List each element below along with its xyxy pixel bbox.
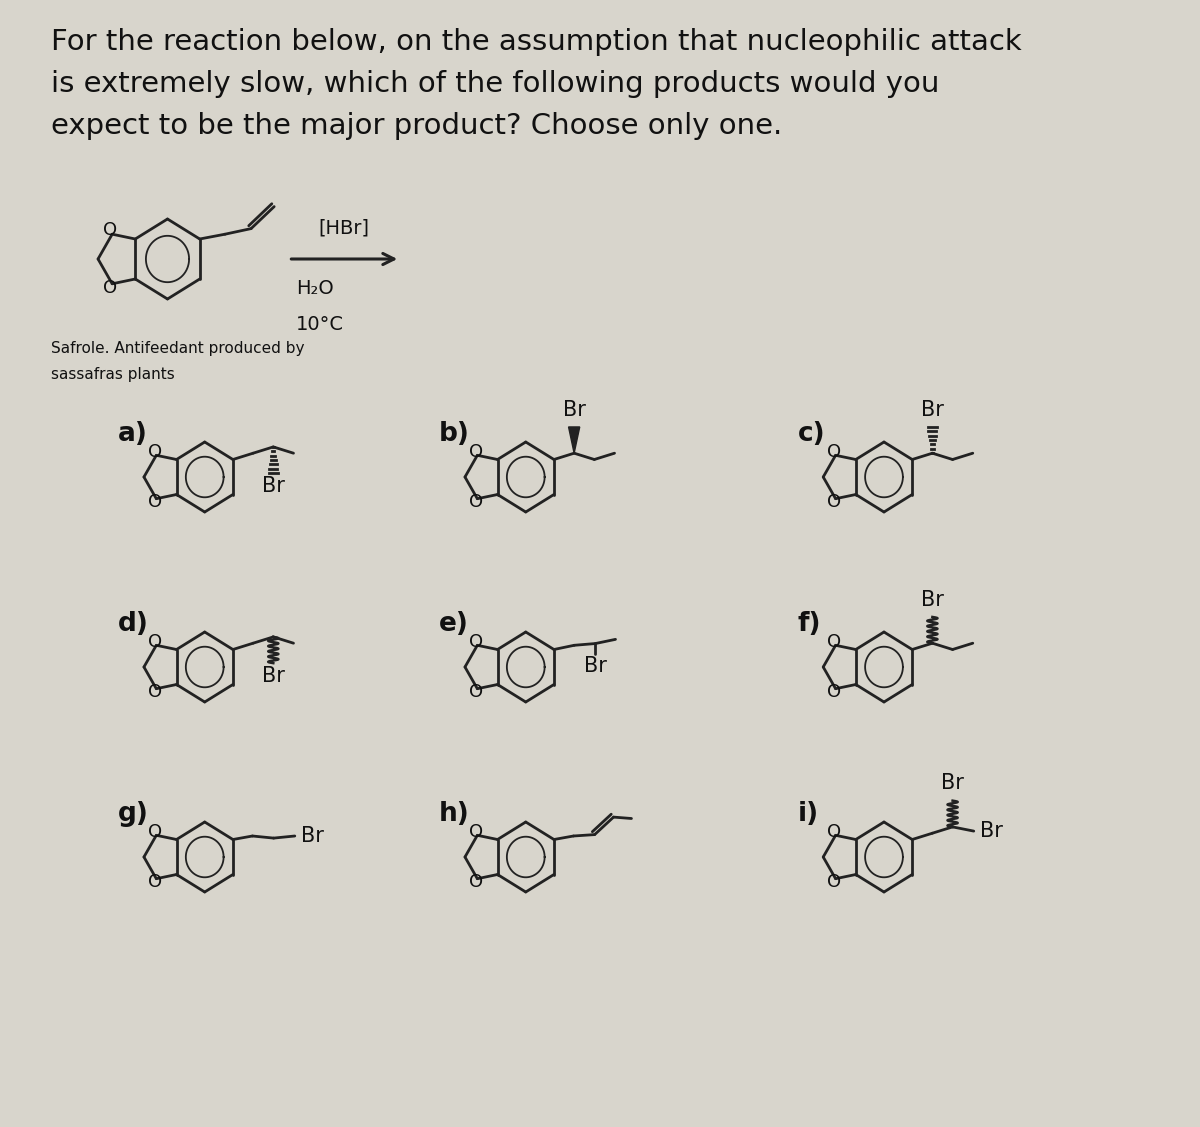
- Text: Br: Br: [563, 399, 586, 419]
- Text: g): g): [118, 801, 149, 827]
- Text: expect to be the major product? Choose only one.: expect to be the major product? Choose o…: [52, 112, 782, 140]
- Text: O: O: [148, 823, 162, 841]
- Text: O: O: [469, 632, 482, 650]
- Text: Br: Br: [979, 822, 1002, 841]
- Text: O: O: [148, 683, 162, 701]
- Text: O: O: [827, 683, 841, 701]
- Text: O: O: [148, 494, 162, 512]
- Text: O: O: [469, 494, 482, 512]
- Text: a): a): [118, 421, 148, 447]
- Text: Br: Br: [584, 656, 607, 676]
- Text: O: O: [148, 443, 162, 461]
- Text: Br: Br: [262, 476, 284, 496]
- Text: O: O: [469, 443, 482, 461]
- Text: O: O: [827, 632, 841, 650]
- Text: [HBr]: [HBr]: [319, 218, 370, 237]
- Text: H₂O: H₂O: [296, 279, 334, 298]
- Text: O: O: [103, 278, 118, 296]
- Text: Br: Br: [262, 666, 284, 685]
- Text: O: O: [103, 221, 118, 239]
- Text: h): h): [439, 801, 470, 827]
- Text: i): i): [798, 801, 818, 827]
- Text: Br: Br: [920, 589, 944, 610]
- Text: O: O: [469, 683, 482, 701]
- Text: O: O: [827, 873, 841, 891]
- Text: Br: Br: [941, 773, 964, 793]
- Text: O: O: [148, 873, 162, 891]
- Text: sassafras plants: sassafras plants: [52, 367, 175, 382]
- Text: O: O: [469, 823, 482, 841]
- Text: O: O: [827, 823, 841, 841]
- Text: c): c): [798, 421, 826, 447]
- Text: O: O: [469, 873, 482, 891]
- Text: Safrole. Antifeedant produced by: Safrole. Antifeedant produced by: [52, 341, 305, 356]
- Text: O: O: [827, 494, 841, 512]
- Text: Br: Br: [920, 399, 944, 419]
- Text: O: O: [827, 443, 841, 461]
- Text: 10°C: 10°C: [296, 316, 344, 334]
- Text: f): f): [798, 611, 821, 637]
- Text: b): b): [439, 421, 470, 447]
- Text: Br: Br: [301, 826, 324, 846]
- Text: d): d): [118, 611, 149, 637]
- Text: O: O: [148, 632, 162, 650]
- Polygon shape: [569, 427, 580, 453]
- Text: e): e): [439, 611, 469, 637]
- Text: For the reaction below, on the assumption that nucleophilic attack: For the reaction below, on the assumptio…: [52, 28, 1022, 56]
- Text: is extremely slow, which of the following products would you: is extremely slow, which of the followin…: [52, 70, 940, 98]
